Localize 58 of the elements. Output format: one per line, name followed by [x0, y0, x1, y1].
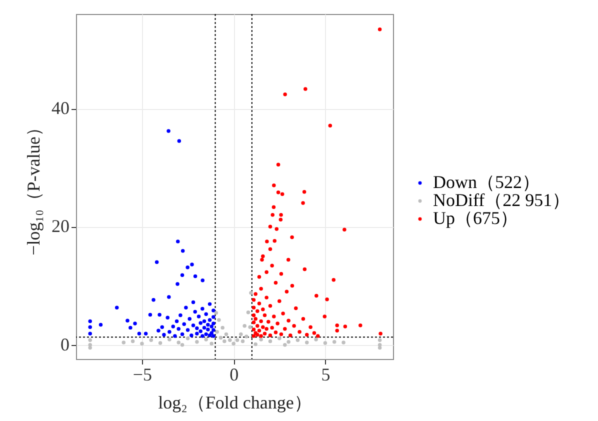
point — [176, 340, 180, 344]
point — [158, 341, 162, 345]
point — [314, 338, 318, 342]
point — [228, 338, 232, 342]
point — [286, 340, 290, 344]
point — [149, 338, 153, 342]
x-tick-label: −5 — [132, 364, 152, 384]
x-axis-title: log₂（Fold change） — [158, 392, 312, 412]
point — [342, 340, 346, 344]
legend-label: Down（522） — [433, 172, 540, 192]
point — [332, 340, 336, 344]
x-tick-label: 5 — [321, 364, 330, 384]
point — [224, 332, 228, 336]
legend-label: NoDiff（22 951） — [433, 190, 570, 210]
point — [248, 325, 252, 329]
point — [296, 338, 300, 342]
y-axis-title: −log₁₀（P-value） — [24, 118, 44, 256]
point — [323, 341, 328, 345]
point — [254, 342, 258, 346]
point — [122, 340, 126, 344]
point — [242, 324, 246, 328]
y-tick-label: 20 — [52, 216, 70, 236]
point — [88, 338, 92, 342]
point — [88, 342, 92, 347]
point — [180, 342, 184, 347]
point — [378, 338, 382, 342]
point — [88, 346, 92, 350]
point — [240, 339, 245, 344]
point — [222, 339, 226, 344]
point — [210, 342, 214, 346]
point — [246, 310, 250, 314]
point — [305, 340, 309, 344]
point — [232, 342, 236, 346]
point — [204, 338, 208, 342]
point — [278, 336, 282, 340]
legend-label: Up（675） — [433, 208, 518, 228]
point — [283, 342, 287, 347]
point — [168, 338, 172, 342]
point — [215, 330, 219, 334]
point — [218, 336, 223, 340]
point — [214, 311, 218, 315]
x-tick-label: 0 — [230, 364, 239, 384]
point — [259, 338, 263, 342]
point — [186, 336, 190, 340]
y-tick-label: 0 — [60, 334, 70, 354]
point — [239, 332, 243, 336]
y-tick-label: 40 — [52, 98, 70, 118]
point — [268, 339, 272, 344]
point — [244, 334, 248, 338]
point — [249, 290, 253, 295]
point — [220, 326, 224, 330]
point — [217, 318, 221, 322]
point — [378, 346, 382, 350]
point — [378, 342, 382, 347]
point — [235, 338, 240, 342]
point — [195, 340, 199, 344]
point — [140, 342, 144, 346]
point — [130, 339, 135, 344]
